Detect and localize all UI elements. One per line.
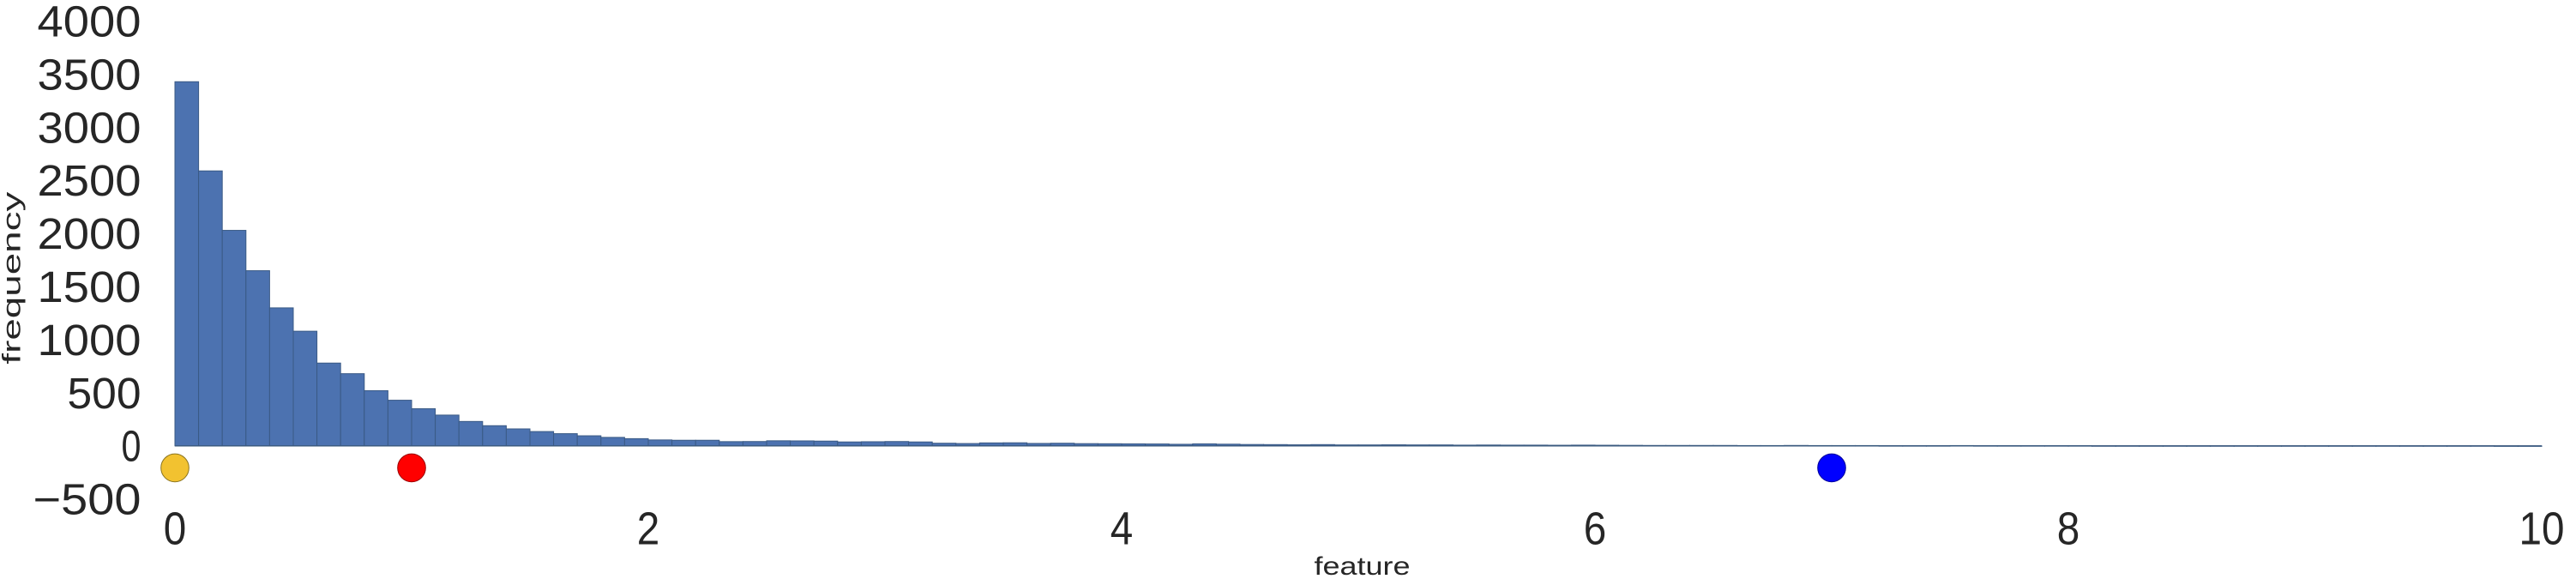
- svg-text:8: 8: [2057, 504, 2080, 555]
- svg-text:3500: 3500: [38, 50, 141, 99]
- svg-text:0: 0: [122, 422, 141, 471]
- svg-text:2000: 2000: [38, 209, 141, 258]
- svg-text:10: 10: [2519, 504, 2565, 555]
- svg-text:2500: 2500: [38, 156, 141, 205]
- svg-text:3000: 3000: [38, 103, 141, 152]
- svg-text:1000: 1000: [38, 316, 141, 365]
- svg-text:feature: feature: [1315, 552, 1411, 579]
- svg-text:2: 2: [637, 504, 660, 555]
- svg-text:−500: −500: [33, 475, 141, 524]
- svg-text:1500: 1500: [38, 262, 141, 311]
- svg-text:500: 500: [68, 369, 141, 418]
- svg-text:6: 6: [1584, 504, 1607, 555]
- svg-text:0: 0: [164, 504, 187, 555]
- svg-text:4: 4: [1110, 504, 1134, 555]
- svg-text:frequency: frequency: [0, 192, 27, 365]
- svg-text:4000: 4000: [38, 0, 141, 46]
